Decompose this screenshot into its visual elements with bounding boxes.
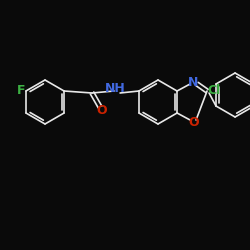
Text: O: O (97, 104, 107, 117)
Text: Cl: Cl (208, 84, 221, 96)
Text: NH: NH (105, 82, 126, 96)
Text: F: F (17, 84, 25, 98)
Text: O: O (189, 116, 199, 128)
Text: N: N (188, 76, 198, 88)
